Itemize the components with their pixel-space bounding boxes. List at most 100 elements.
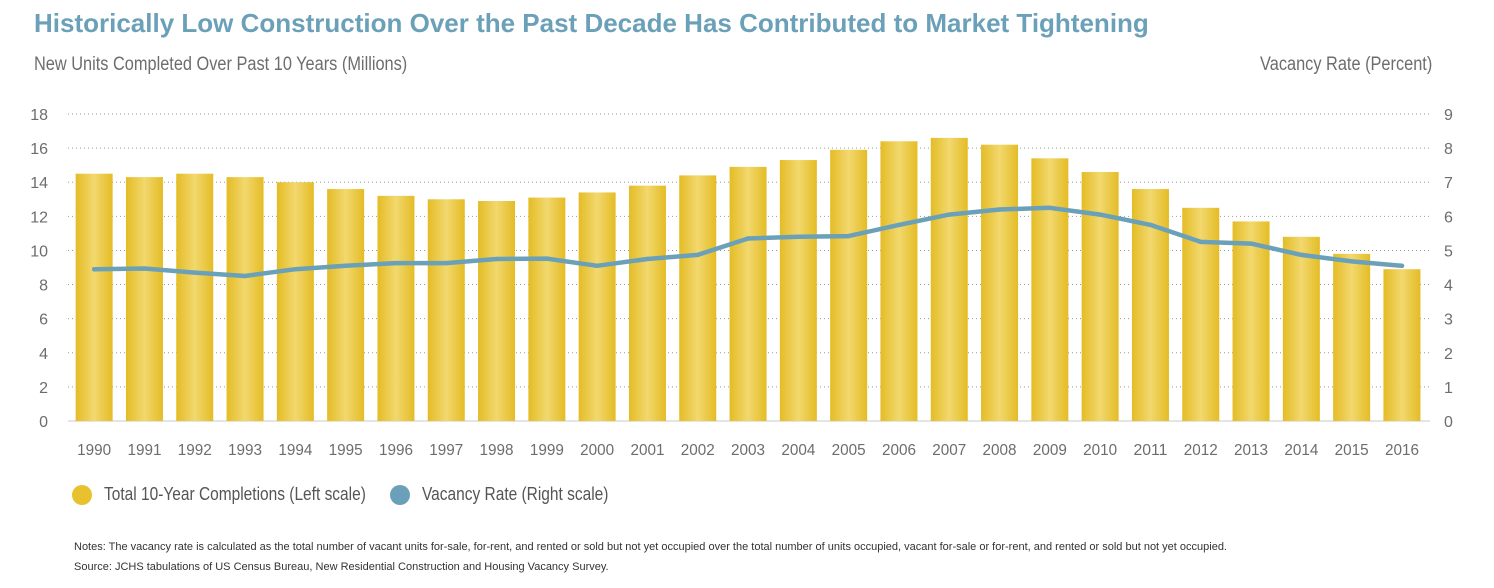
right-tick-label: 6	[1444, 209, 1453, 226]
x-tick-label: 1992	[178, 442, 212, 459]
left-tick-label: 10	[30, 243, 48, 260]
bar	[1031, 158, 1069, 421]
right-tick-label: 4	[1444, 278, 1453, 295]
x-tick-label: 2010	[1083, 442, 1117, 459]
bar	[528, 197, 566, 421]
vacancy-rate-point	[192, 270, 197, 275]
vacancy-rate-point	[1349, 259, 1354, 264]
bar	[1081, 171, 1119, 421]
left-tick-label: 16	[30, 141, 48, 158]
x-tick-label: 2002	[681, 442, 715, 459]
left-tick-label: 14	[30, 175, 48, 192]
vacancy-rate-point	[745, 236, 751, 241]
legend-line: Vacancy Rate (Right scale)	[390, 484, 639, 505]
right-tick-label: 1	[1444, 380, 1453, 397]
vacancy-rate-point	[142, 266, 147, 271]
x-tick-label: 2006	[882, 442, 916, 459]
vacancy-rate-point	[1097, 212, 1103, 217]
bar	[1282, 236, 1320, 421]
bar	[1383, 269, 1421, 421]
vacancy-rate-point	[695, 252, 700, 258]
bar	[75, 173, 113, 421]
vacancy-rate-point	[1399, 263, 1405, 268]
vacancy-rate-point	[645, 256, 650, 262]
x-tick-label: 1999	[530, 442, 564, 459]
x-tick-label: 1990	[77, 442, 111, 459]
x-tick-label: 2000	[580, 442, 614, 459]
x-tick-label: 2009	[1033, 442, 1067, 459]
x-tick-label: 2004	[781, 442, 815, 459]
x-tick-label: 2014	[1284, 442, 1318, 459]
vacancy-rate-point	[444, 260, 449, 266]
vacancy-rate-point	[1047, 205, 1053, 211]
left-tick-label: 8	[39, 278, 48, 295]
bar	[427, 199, 465, 421]
vacancy-rate-point	[393, 260, 399, 266]
x-tick-label: 1997	[429, 442, 463, 459]
x-tick-label: 2007	[932, 442, 966, 459]
x-tick-label: 1994	[278, 442, 312, 459]
left-tick-label: 12	[30, 209, 48, 226]
bar	[880, 141, 918, 422]
bar	[478, 200, 516, 421]
bar	[981, 144, 1019, 421]
vacancy-rate-point	[343, 263, 348, 268]
vacancy-rate-point	[242, 273, 248, 279]
legend-bars-label: Total 10-Year Completions (Left scale)	[104, 484, 366, 504]
right-tick-label: 8	[1444, 141, 1453, 158]
vacancy-rate-point	[1198, 239, 1203, 245]
bar	[125, 177, 163, 421]
right-tick-label: 5	[1444, 243, 1453, 260]
legend-line-label: Vacancy Rate (Right scale)	[422, 484, 609, 504]
bar	[1333, 253, 1371, 421]
vacancy-rate-point	[997, 207, 1002, 212]
x-tick-label: 2011	[1133, 442, 1167, 459]
bar	[628, 185, 666, 421]
x-tick-label: 2003	[731, 442, 765, 459]
x-tick-label: 1993	[228, 442, 262, 459]
vacancy-rate-point	[1148, 222, 1153, 228]
bar	[830, 149, 868, 422]
x-tick-label: 2016	[1385, 442, 1419, 459]
legend-bars: Total 10-Year Completions (Left scale)	[72, 484, 409, 505]
bar	[276, 182, 314, 421]
bar	[578, 192, 616, 421]
left-axis-title: New Units Completed Over Past 10 Years (…	[34, 54, 408, 75]
bar	[1232, 221, 1270, 421]
legend-line-swatch	[390, 484, 410, 505]
right-tick-label: 9	[1444, 107, 1453, 124]
right-axis-title: Vacancy Rate (Percent)	[1259, 54, 1432, 75]
x-tick-label: 2012	[1184, 442, 1218, 459]
vacancy-rate-point	[846, 233, 851, 239]
chart-title: Historically Low Construction Over the P…	[34, 8, 1149, 38]
left-tick-label: 18	[30, 107, 48, 124]
bar	[176, 173, 214, 421]
x-tick-label: 1995	[329, 442, 363, 459]
bar	[729, 166, 767, 421]
x-tick-label: 2005	[832, 442, 866, 459]
bar	[679, 175, 717, 421]
vacancy-rate-point	[1299, 252, 1304, 258]
left-tick-label: 6	[39, 312, 48, 329]
x-tick-label: 1998	[480, 442, 514, 459]
vacancy-rate-point	[293, 267, 298, 272]
right-tick-label: 3	[1444, 312, 1453, 329]
right-tick-label: 0	[1444, 414, 1453, 431]
vacancy-rate-point	[91, 267, 97, 272]
left-tick-label: 2	[39, 380, 48, 397]
x-tick-label: 2008	[983, 442, 1017, 459]
right-tick-label: 2	[1444, 346, 1453, 363]
x-tick-label: 1991	[127, 442, 161, 459]
vacancy-rate-point	[896, 222, 902, 228]
vacancy-rate-point	[1248, 241, 1254, 246]
left-tick-label: 4	[39, 346, 48, 363]
right-tick-label: 7	[1444, 175, 1453, 192]
x-tick-label: 2015	[1335, 442, 1369, 459]
bar	[226, 177, 264, 421]
notes-text: Notes: The vacancy rate is calculated as…	[74, 541, 1227, 553]
x-tick-label: 1996	[379, 442, 413, 459]
x-tick-label: 2001	[630, 442, 664, 459]
vacancy-rate-point	[494, 256, 499, 262]
vacancy-rate-point	[947, 212, 952, 217]
